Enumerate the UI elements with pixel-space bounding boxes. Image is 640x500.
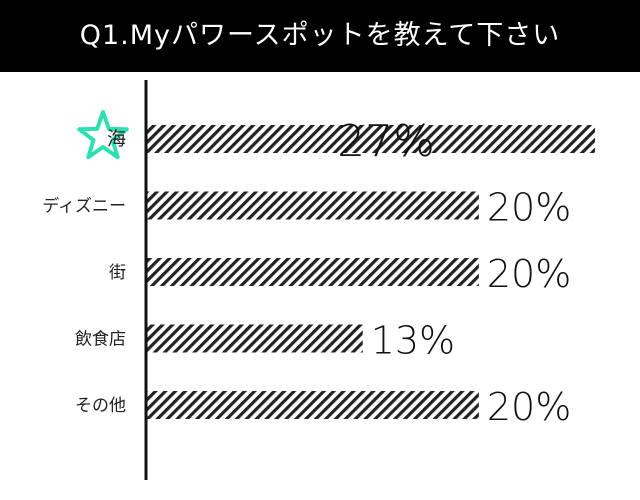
bar-4 [147, 391, 479, 419]
star-icon [77, 110, 129, 160]
page-title: Q1.Myパワースポットを教えて下さい [79, 20, 561, 51]
category-label: 街 [109, 263, 126, 283]
category-label: ディズニー [42, 196, 126, 217]
value-label: 20% [487, 385, 571, 429]
value-label: 13% [371, 319, 455, 363]
value-label: 27% [337, 116, 435, 167]
value-label: 20% [487, 252, 571, 296]
bar-3 [147, 324, 363, 353]
bar-0 [147, 125, 595, 153]
category-label: その他 [75, 396, 126, 416]
category-label: 海 [107, 128, 126, 150]
bar-1 [147, 191, 479, 220]
value-label: 20% [487, 186, 571, 230]
category-label: 飲食店 [75, 330, 126, 350]
title-bar [0, 0, 640, 72]
bar-2 [147, 258, 479, 286]
